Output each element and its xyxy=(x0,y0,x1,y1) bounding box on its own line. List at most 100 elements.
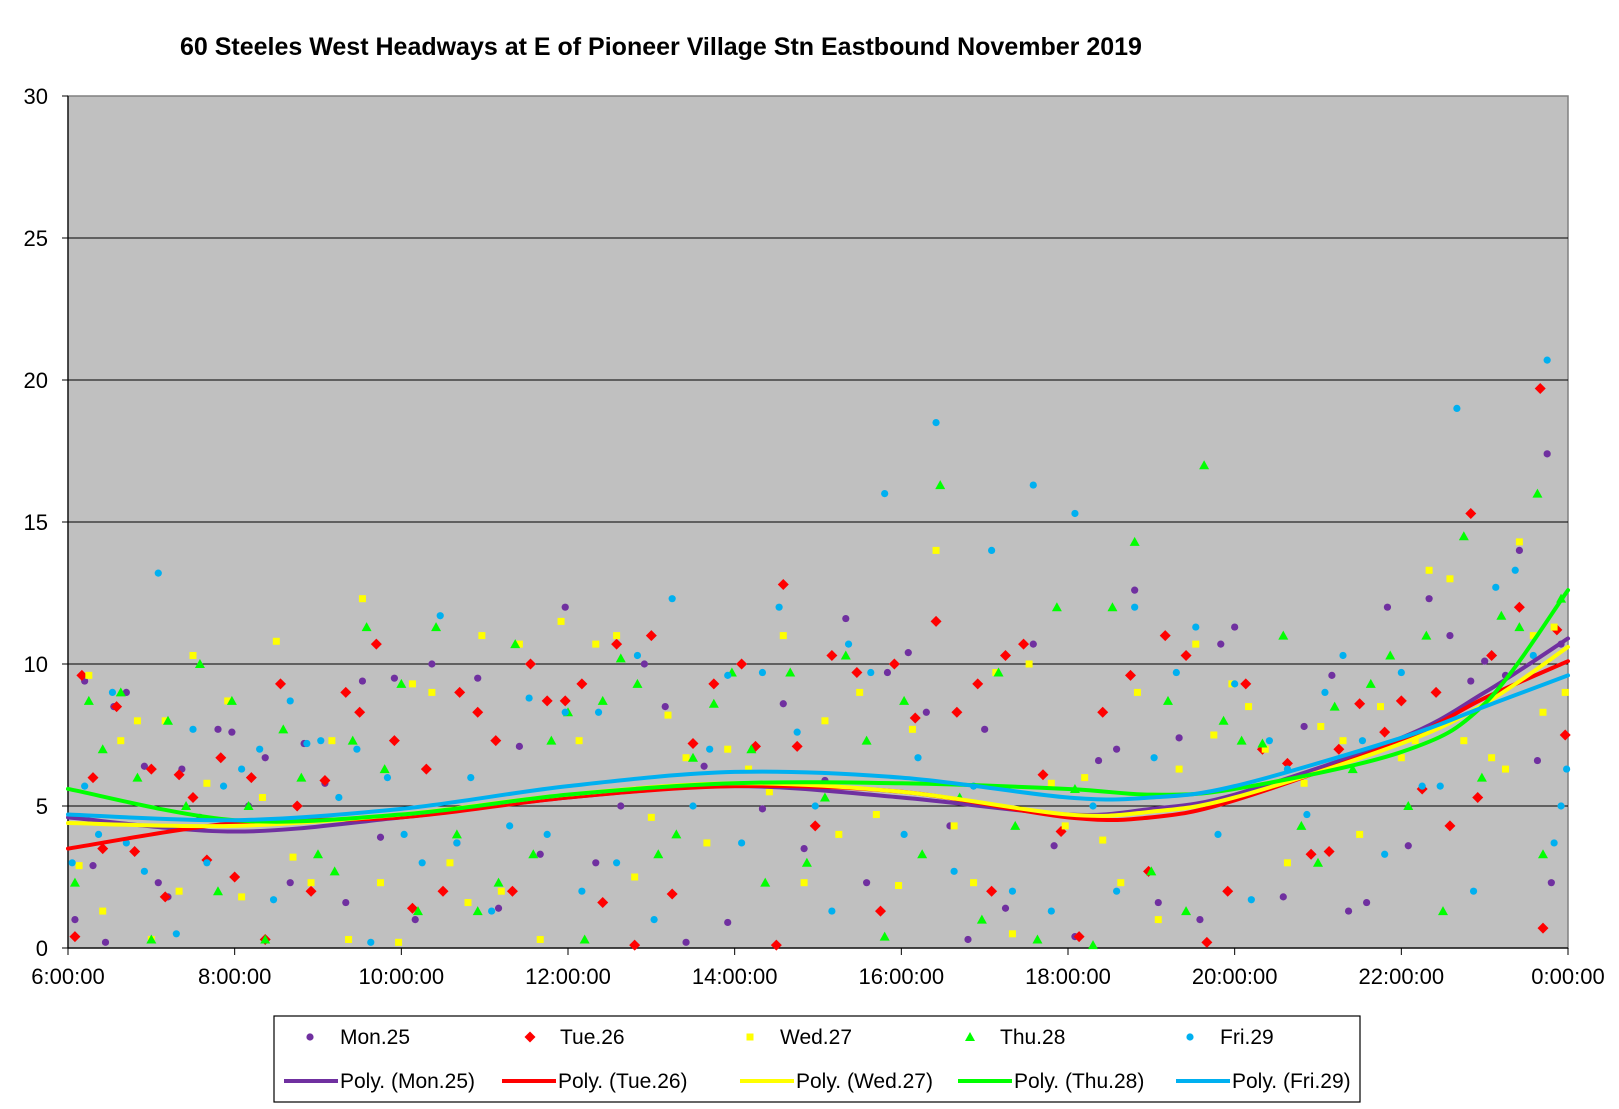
data-point xyxy=(770,939,782,951)
data-point xyxy=(1313,857,1323,867)
data-point xyxy=(228,728,236,736)
data-point xyxy=(1175,765,1183,773)
data-point xyxy=(261,754,269,762)
data-point xyxy=(1481,657,1489,665)
data-point xyxy=(525,658,536,670)
data-point xyxy=(1247,896,1255,904)
data-point xyxy=(1488,754,1496,762)
legend-label: Thu.28 xyxy=(1000,1026,1065,1049)
data-point xyxy=(613,859,621,867)
data-point xyxy=(793,728,801,736)
data-point xyxy=(1502,765,1509,773)
data-point xyxy=(922,708,930,716)
data-point xyxy=(851,667,863,679)
data-point xyxy=(1133,688,1141,696)
data-point xyxy=(115,687,126,697)
data-point xyxy=(358,595,366,603)
data-point xyxy=(557,617,565,625)
data-point xyxy=(687,738,699,750)
legend-label: Poly. (Wed.27) xyxy=(796,1070,933,1093)
data-point xyxy=(909,712,921,724)
data-point xyxy=(446,859,454,867)
x-tick-label: 20:00:00 xyxy=(1192,964,1278,989)
data-point xyxy=(688,752,698,762)
data-point xyxy=(89,862,97,870)
data-point xyxy=(354,706,366,718)
data-point xyxy=(272,637,280,645)
data-point xyxy=(525,694,533,702)
data-point xyxy=(493,877,504,887)
data-point xyxy=(895,882,903,890)
data-point xyxy=(708,698,719,708)
data-point xyxy=(1125,669,1136,681)
data-point xyxy=(275,678,286,690)
data-point xyxy=(286,879,294,887)
data-point xyxy=(899,695,910,705)
data-point xyxy=(1557,802,1565,810)
data-point xyxy=(260,934,271,944)
data-point xyxy=(1047,779,1055,787)
data-point xyxy=(703,839,711,847)
data-point xyxy=(159,891,171,903)
data-point xyxy=(413,906,423,916)
data-point xyxy=(408,680,416,688)
data-point xyxy=(335,793,343,802)
data-point xyxy=(970,879,978,887)
data-point xyxy=(474,674,482,682)
data-point xyxy=(1113,745,1121,753)
data-point xyxy=(1539,708,1547,716)
data-points xyxy=(68,356,1571,951)
data-point xyxy=(1107,602,1118,612)
data-point xyxy=(163,715,173,725)
data-point xyxy=(888,658,900,670)
data-point xyxy=(1460,737,1468,745)
data-point xyxy=(777,578,789,590)
data-point xyxy=(214,725,222,733)
data-point xyxy=(85,671,93,679)
data-point xyxy=(575,737,583,745)
data-point xyxy=(1358,737,1367,745)
y-tick-label: 25 xyxy=(24,226,48,251)
data-point xyxy=(1496,610,1507,620)
data-point xyxy=(708,678,720,690)
data-point xyxy=(1403,801,1414,810)
data-point xyxy=(800,879,808,887)
data-point xyxy=(1159,630,1171,642)
data-point xyxy=(1317,722,1325,730)
data-point xyxy=(1218,715,1229,725)
chart-title: 60 Steeles West Headways at E of Pioneer… xyxy=(180,33,1142,61)
legend-label: Poly. (Mon.25) xyxy=(340,1070,475,1093)
data-point xyxy=(472,706,484,718)
data-point xyxy=(664,711,672,719)
data-point xyxy=(1543,356,1551,364)
data-point xyxy=(835,830,843,838)
data-point xyxy=(875,905,886,917)
data-point xyxy=(1356,830,1364,838)
trendline-poly-thu-28 xyxy=(66,588,1570,824)
data-point xyxy=(101,938,110,946)
data-point xyxy=(1154,898,1162,907)
data-point xyxy=(883,668,892,677)
data-point xyxy=(1175,734,1183,742)
data-point xyxy=(881,490,889,498)
y-tick-label: 20 xyxy=(24,368,48,393)
y-tick-label: 5 xyxy=(36,794,48,819)
data-point xyxy=(1395,695,1407,707)
data-point xyxy=(229,871,241,883)
data-point xyxy=(785,667,796,677)
data-point xyxy=(428,660,436,668)
data-point xyxy=(189,651,197,659)
data-point xyxy=(1150,754,1158,762)
data-point xyxy=(1088,940,1098,950)
legend-marker xyxy=(306,1033,314,1041)
data-point xyxy=(313,849,323,859)
data-point xyxy=(256,745,264,753)
data-point xyxy=(353,745,361,753)
data-point xyxy=(367,938,375,946)
data-point xyxy=(342,898,350,907)
data-point xyxy=(172,930,180,938)
legend-label: Wed.27 xyxy=(780,1026,852,1049)
data-point xyxy=(791,740,803,752)
data-point xyxy=(269,896,278,904)
y-tick-label: 15 xyxy=(24,510,48,535)
